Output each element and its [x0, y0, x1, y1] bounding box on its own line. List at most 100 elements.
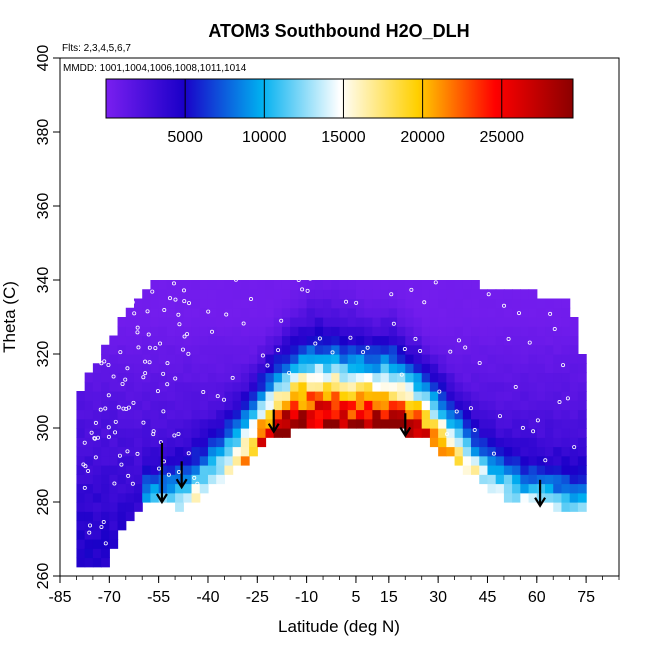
heatmap-cell [372, 409, 382, 420]
heatmap-cell [166, 344, 176, 355]
heatmap-cell [553, 317, 563, 327]
heatmap-cell [265, 335, 275, 346]
heatmap-cell [339, 298, 349, 309]
heatmap-cell [405, 335, 415, 346]
heatmap-cell [339, 289, 349, 300]
heatmap-cell [207, 446, 217, 457]
heatmap-cell [545, 428, 554, 438]
heatmap-cell [191, 437, 201, 448]
heatmap-cell [503, 372, 513, 383]
flights-note: Flts: 2,3,4,5,6,7 [62, 43, 131, 54]
heatmap-cell [323, 391, 332, 401]
heatmap-cell [314, 335, 324, 346]
observation-point [222, 397, 227, 402]
heatmap-cell [462, 400, 472, 411]
heatmap-cell [405, 317, 415, 327]
heatmap-cell [257, 437, 267, 448]
heatmap-cell [462, 437, 472, 448]
heatmap-cell [520, 363, 530, 374]
heatmap-cell [487, 418, 497, 429]
heatmap-cell [438, 400, 447, 411]
observation-point [317, 336, 322, 341]
observation-point [409, 287, 414, 292]
y-tick-label: 400 [35, 45, 52, 72]
heatmap-cell [561, 400, 571, 411]
heatmap-cell [503, 446, 513, 457]
heatmap-cell [314, 298, 324, 309]
heatmap-cell [372, 418, 382, 429]
heatmap-cell [265, 298, 275, 309]
heatmap-cell [323, 400, 332, 411]
heatmap-cell [397, 280, 406, 290]
heatmap-cell [109, 437, 119, 448]
heatmap-cell [577, 465, 587, 475]
heatmap-cell [553, 381, 563, 392]
heatmap-cell [495, 363, 505, 374]
heatmap-cell [388, 344, 398, 355]
heatmap-cell [429, 381, 439, 392]
heatmap-cell [553, 455, 563, 466]
heatmap-cell [240, 326, 250, 337]
observation-point [477, 361, 482, 366]
heatmap-cell [471, 317, 480, 327]
heatmap-cell [76, 529, 86, 540]
heatmap-cell [339, 317, 349, 327]
heatmap-cell [249, 400, 258, 411]
heatmap-cell [528, 289, 538, 300]
heatmap-cell [421, 307, 431, 318]
heatmap-cell [397, 354, 406, 364]
observation-point [248, 297, 253, 302]
heatmap-cell [133, 372, 143, 383]
observation-point [463, 345, 468, 350]
observation-point [141, 420, 146, 425]
heatmap-cell [240, 437, 250, 448]
heatmap-cell [536, 354, 546, 364]
heatmap-cell [471, 400, 480, 411]
heatmap-cell [364, 381, 373, 392]
heatmap-cell [347, 409, 357, 420]
observation-point [143, 359, 148, 364]
heatmap-cell [199, 363, 209, 374]
heatmap-cell [133, 418, 143, 429]
heatmap-cell [207, 335, 217, 346]
heatmap-cell [528, 391, 538, 401]
heatmap-cell [397, 326, 406, 337]
heatmap-cell [454, 372, 464, 383]
heatmap-cell [454, 400, 464, 411]
heatmap-cell [92, 363, 102, 374]
heatmap-cell [133, 465, 143, 475]
observation-point [135, 451, 140, 456]
heatmap-cell [545, 326, 554, 337]
heatmap-cell [561, 446, 571, 457]
heatmap-cell [553, 335, 563, 346]
heatmap-cell [175, 391, 184, 401]
arrow-head [156, 493, 168, 505]
heatmap-cell [125, 455, 135, 466]
heatmap-cell [380, 363, 390, 374]
heatmap-cell [199, 455, 209, 466]
heatmap-cell [150, 326, 160, 337]
heatmap-cell [438, 354, 447, 364]
heatmap-cell [199, 289, 209, 300]
heatmap-cell [471, 307, 480, 318]
heatmap-cell [92, 465, 102, 475]
heatmap-cell [347, 344, 357, 355]
heatmap-cell [553, 409, 563, 420]
heatmap-cell [503, 483, 513, 494]
y-tick-label: 300 [35, 415, 52, 442]
heatmap-cell [364, 391, 373, 401]
arrow-head [399, 426, 412, 438]
heatmap-cell [117, 326, 127, 337]
heatmap-cell [191, 317, 201, 327]
heatmap-cell [314, 280, 324, 290]
heatmap-cell [512, 474, 521, 485]
heatmap-cell [216, 335, 226, 346]
heatmap-cell [232, 446, 242, 457]
heatmap-cell [76, 455, 86, 466]
observation-point [132, 311, 137, 316]
heatmap-cell [446, 344, 456, 355]
observation-point [210, 329, 215, 334]
heatmap-cell [273, 409, 283, 420]
heatmap-cell [405, 428, 415, 438]
heatmap-cell [446, 354, 456, 364]
